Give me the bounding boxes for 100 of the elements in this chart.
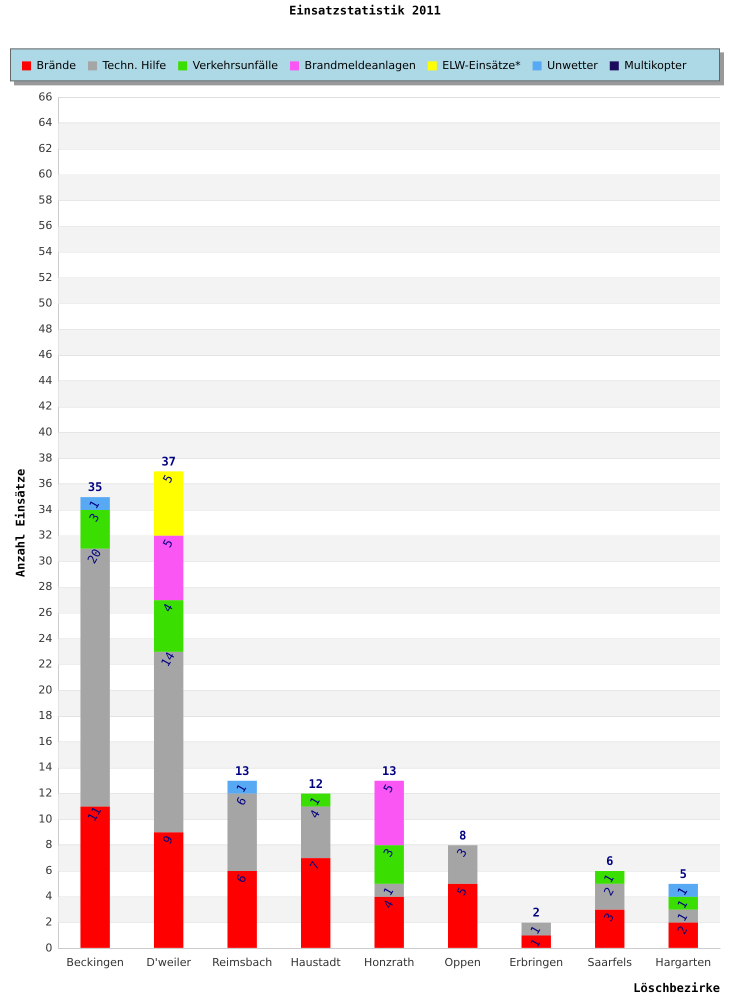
y-tick-label: 32 — [38, 528, 52, 542]
bar — [374, 780, 404, 846]
y-tick-label: 60 — [38, 168, 52, 181]
data-label: 5 — [380, 782, 396, 795]
y-tick-label: 0 — [45, 941, 52, 954]
y-tick-label: 14 — [38, 760, 52, 774]
bar — [154, 652, 184, 832]
y-tick-label: 28 — [38, 580, 52, 594]
bar — [522, 922, 551, 936]
bar — [300, 806, 330, 858]
total-label: 5 — [680, 867, 687, 882]
y-tick-label: 22 — [38, 658, 52, 671]
total-label: 13 — [382, 764, 396, 778]
bar — [154, 832, 184, 948]
legend-label: Verkehrsunfälle — [192, 58, 278, 72]
y-tick-label: 6 — [45, 864, 52, 877]
y-tick-label: 2 — [45, 915, 52, 928]
y-tick-label: 34 — [38, 502, 52, 516]
y-tick-label: 56 — [38, 219, 52, 232]
data-label: 7 — [307, 859, 323, 872]
y-tick-label: 26 — [38, 606, 52, 620]
bar — [448, 884, 478, 948]
total-label: 2 — [532, 906, 540, 920]
total-label: 13 — [234, 764, 250, 778]
y-tick-label: 38 — [38, 451, 52, 464]
y-tick-label: 66 — [38, 90, 52, 104]
total-label: 35 — [88, 480, 102, 494]
bar — [522, 936, 551, 948]
y-tick-label: 64 — [38, 116, 52, 130]
chart-title: Einsatzstatistik 2011 — [289, 3, 441, 18]
x-tick-label: Honzrath — [364, 956, 414, 969]
data-label: 1 — [307, 794, 323, 808]
bar — [448, 845, 478, 884]
x-axis-title: Löschbezirke — [633, 980, 720, 995]
bar — [227, 794, 257, 872]
y-tick-label: 62 — [38, 142, 52, 155]
data-label: 4 — [380, 898, 396, 912]
data-label: 1 — [528, 924, 544, 937]
bar — [668, 910, 698, 923]
y-tick-label: 48 — [38, 322, 52, 336]
bar — [80, 510, 110, 549]
data-label: 1 — [674, 910, 690, 924]
y-tick-label: 42 — [38, 400, 52, 413]
legend-label: ELW-Einsätze* — [442, 58, 522, 72]
data-label: 1 — [674, 884, 690, 898]
y-tick-label: 8 — [45, 838, 52, 852]
data-label: 20 — [84, 546, 104, 566]
data-label: 11 — [84, 804, 104, 824]
y-tick-label: 46 — [38, 348, 52, 362]
x-tick-label: Haustadt — [290, 956, 342, 969]
bar — [374, 896, 404, 948]
data-label: 1 — [674, 898, 690, 912]
bar — [300, 794, 330, 807]
y-tick-label: 24 — [38, 632, 52, 645]
legend-label: Brände — [36, 58, 76, 72]
bar — [227, 780, 257, 794]
x-tick-label: D'weiler — [146, 956, 192, 969]
data-label: 6 — [234, 794, 250, 808]
x-tick-label: Hargarten — [655, 956, 712, 969]
x-tick-label: Saarfels — [588, 956, 632, 969]
total-label: 37 — [161, 454, 176, 468]
bar — [227, 871, 257, 948]
y-tick-label: 30 — [38, 554, 52, 568]
y-tick-label: 58 — [38, 193, 52, 206]
total-label: 6 — [606, 854, 614, 868]
bar — [595, 910, 624, 948]
bar — [154, 536, 184, 600]
data-label: 5 — [160, 536, 176, 550]
data-label: 3 — [380, 846, 396, 860]
y-tick-label: 18 — [38, 709, 52, 722]
y-tick-label: 50 — [38, 296, 52, 310]
bar — [668, 896, 698, 910]
data-label: 14 — [158, 650, 178, 670]
x-tick-label: Beckingen — [66, 956, 124, 969]
y-tick-label: 20 — [38, 683, 52, 696]
x-tick-label: Erbringen — [509, 956, 564, 969]
bar — [80, 548, 110, 807]
data-label: 3 — [601, 910, 617, 924]
bar — [80, 806, 110, 948]
y-tick-label: 12 — [38, 786, 52, 800]
bar — [80, 497, 110, 510]
bar — [595, 871, 624, 884]
data-label: 1 — [234, 782, 250, 795]
y-tick-label: 52 — [38, 270, 52, 284]
data-label: 3 — [454, 846, 470, 860]
total-label: 8 — [459, 828, 466, 842]
data-label: 1 — [528, 936, 544, 950]
data-label: 1 — [601, 872, 617, 886]
y-tick-label: 44 — [38, 374, 52, 387]
data-label: 9 — [160, 833, 176, 847]
x-tick-label: Reimsbach — [212, 956, 272, 969]
legend-label: Techn. Hilfe — [102, 58, 166, 72]
legend-label: Unwetter — [547, 58, 598, 72]
data-label: 6 — [234, 872, 250, 886]
bar — [300, 858, 330, 948]
bar — [595, 884, 624, 910]
data-label: 2 — [674, 924, 690, 937]
legend-label: Brandmeldeanlagen — [304, 58, 416, 72]
x-tick-label: Oppen — [444, 956, 481, 969]
legend-label: Multikopter — [624, 58, 687, 72]
